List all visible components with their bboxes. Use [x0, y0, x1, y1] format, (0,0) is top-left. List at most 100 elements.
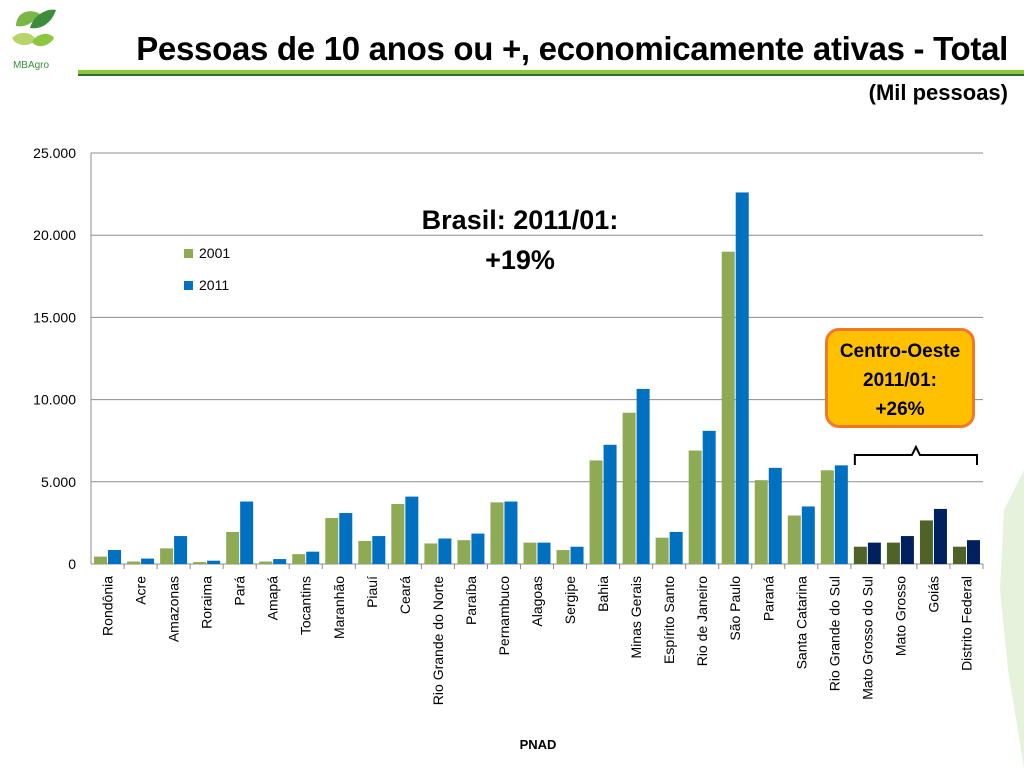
bar-2011	[372, 536, 386, 564]
x-category-label: Distrito Federal	[958, 576, 974, 671]
bar-2011	[108, 550, 122, 564]
bar-2001	[358, 540, 372, 564]
x-category-label: Santa Catarina	[793, 576, 809, 670]
legend-swatch-2001	[184, 249, 193, 258]
bar-2011	[636, 388, 650, 564]
x-category-label: São Paulo	[727, 576, 743, 641]
bar-2001	[391, 503, 405, 564]
bar-2001	[424, 543, 438, 564]
bar-2001	[193, 562, 207, 564]
x-category-label: Maranhão	[331, 576, 347, 639]
x-category-label: Rio Grande do Norte	[430, 576, 446, 705]
bar-2001	[523, 542, 537, 564]
x-category-label: Alagoas	[529, 576, 545, 627]
bar-2011	[966, 540, 980, 564]
bar-2001	[325, 517, 339, 564]
y-tick-label: 15.000	[33, 309, 76, 325]
x-category-label: Pernambuco	[496, 576, 512, 656]
bar-2001	[622, 412, 636, 564]
x-category-label: Piauí	[364, 576, 380, 608]
mbagro-logo: MBAgro	[12, 9, 56, 71]
brasil-note-line1: Brasil: 2011/01:	[421, 205, 619, 235]
page-subtitle: (Mil pessoas)	[868, 80, 1008, 105]
y-tick-label: 20.000	[33, 227, 76, 243]
x-category-label: Goiás	[925, 576, 941, 613]
legend-label-2011: 2011	[199, 277, 229, 293]
bar-2001	[754, 480, 768, 564]
x-category-label: Mato Grosso	[892, 576, 908, 656]
bar-2001	[787, 515, 801, 564]
title-divider	[78, 70, 1024, 74]
bar-2011	[306, 551, 320, 564]
bar-2001	[820, 470, 834, 564]
callout-line1: Centro-Oeste	[839, 341, 961, 362]
bar-2001	[490, 502, 504, 564]
x-category-label: Acre	[133, 576, 149, 605]
bar-2011	[570, 546, 584, 564]
y-tick-label: 5.000	[41, 474, 76, 490]
bar-2001	[688, 450, 702, 564]
bar-2011	[867, 542, 881, 564]
callout-line3: +26%	[875, 399, 925, 420]
bar-2011	[141, 558, 155, 564]
x-category-label: Roraima	[199, 576, 215, 629]
bar-2011	[537, 542, 551, 564]
bar-2011	[900, 536, 914, 564]
bar-2011	[702, 430, 716, 564]
bar-2011	[471, 533, 485, 564]
centro-oeste-callout: Centro-Oeste 2011/01: +26%	[825, 328, 975, 428]
x-category-label: Amapá	[265, 576, 281, 621]
page-title: Pessoas de 10 anos ou +, economicamente …	[136, 30, 1008, 67]
bar-2011	[438, 538, 452, 564]
bar-2011	[240, 501, 254, 564]
x-category-label: Paraná	[760, 576, 776, 621]
brasil-growth-note: Brasil: 2011/01: +19%	[395, 200, 645, 280]
legend-label-2001: 2001	[199, 245, 230, 261]
x-category-label: Ceará	[397, 576, 413, 614]
bar-2001	[292, 554, 306, 564]
bar-2001	[160, 548, 174, 564]
bar-2011	[834, 465, 848, 564]
bar-2001	[226, 531, 240, 564]
bar-2001	[721, 251, 735, 564]
decorative-leaf-shape	[1000, 470, 1024, 768]
bar-2011	[207, 560, 221, 564]
bar-2011	[735, 192, 749, 564]
y-tick-label: 0	[68, 556, 76, 572]
x-category-label: Minas Gerais	[628, 576, 644, 658]
bar-2001	[589, 460, 603, 564]
y-tick-label: 25.000	[33, 145, 76, 161]
bar-2011	[504, 501, 518, 564]
bar-2011	[339, 513, 353, 564]
brasil-note-line2: +19%	[485, 245, 555, 275]
bar-2011	[801, 506, 815, 564]
x-category-label: Rio Grande do Sul	[826, 576, 842, 691]
x-category-label: Espírito Santo	[661, 576, 677, 664]
bar-2001	[919, 520, 933, 564]
bar-2011	[933, 508, 947, 564]
bar-2001	[259, 561, 273, 564]
logo-text: MBAgro	[13, 60, 50, 71]
bar-2011	[273, 559, 287, 564]
centro-oeste-bracket	[853, 444, 978, 465]
bar-2011	[669, 531, 683, 564]
x-category-label: Mato Grosso do Sul	[859, 576, 875, 700]
bar-2011	[768, 467, 782, 564]
x-category-label: Pará	[232, 576, 248, 606]
x-category-label: Sergipe	[562, 576, 578, 624]
x-category-label: Rio de Janeiro	[694, 576, 710, 666]
bar-2011	[603, 444, 617, 564]
x-category-label: Paraíba	[463, 576, 479, 625]
bar-2001	[952, 546, 966, 564]
bar-2001	[457, 540, 471, 564]
callout-line2: 2011/01:	[863, 370, 937, 391]
source-label: PNAD	[519, 737, 557, 752]
bar-2001	[556, 550, 570, 564]
title-divider-dark	[78, 74, 1024, 76]
bar-2001	[655, 537, 669, 564]
x-category-label: Rondônia	[100, 576, 116, 636]
bar-2001	[127, 561, 141, 564]
x-category-label: Bahia	[595, 576, 611, 612]
legend-swatch-2011	[184, 281, 193, 290]
